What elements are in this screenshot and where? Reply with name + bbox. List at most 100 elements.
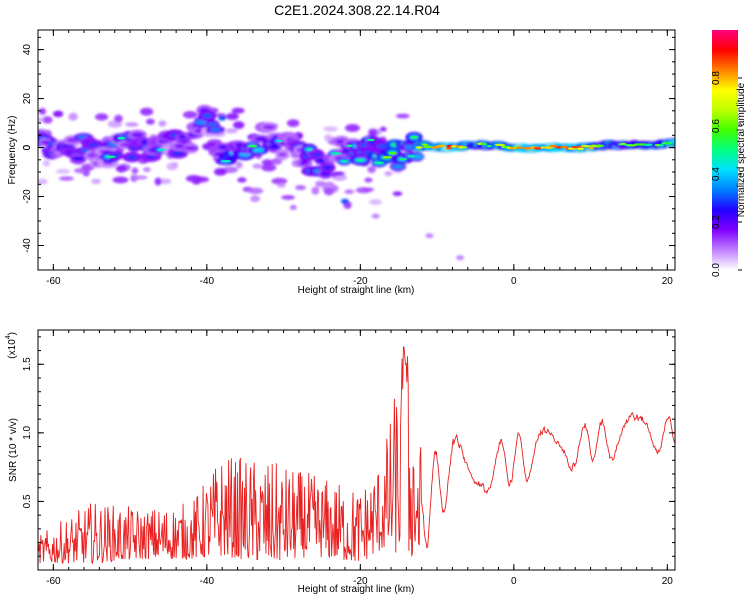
spectrogram-blob-peak xyxy=(494,143,506,147)
spectrogram-x-tick-label: 0 xyxy=(511,276,517,287)
spectrogram-blob-peak xyxy=(521,147,532,150)
spectrogram-speck xyxy=(392,191,403,197)
spectrogram-blob-peak xyxy=(248,144,258,148)
spectrogram-blob-peak xyxy=(388,151,397,155)
spectrogram-x-label: Height of straight line (km) xyxy=(298,285,415,296)
spectrogram-blob-peak xyxy=(367,138,375,142)
spectrogram-speck xyxy=(225,128,239,134)
spectrogram-speck xyxy=(233,121,245,130)
colorbar-tick-label: 0.2 xyxy=(711,215,722,229)
spectrogram-speck xyxy=(91,178,102,185)
spectrogram-outlier xyxy=(218,115,227,121)
snr-x-label: Height of straight line (km) xyxy=(298,584,415,595)
spectrogram-speck xyxy=(250,195,261,203)
spectrogram-speck xyxy=(281,195,296,200)
spectrogram-speck xyxy=(38,108,47,115)
spectrogram-blob-peak xyxy=(416,146,423,149)
spectrogram-blob-mid xyxy=(195,120,209,125)
spectrogram-speck xyxy=(112,176,129,184)
spectrogram-outlier xyxy=(456,255,465,261)
colorbar-tick-label: 0.8 xyxy=(711,71,722,85)
spectrogram-blob-peak xyxy=(157,148,166,152)
spectrogram-blob-mid xyxy=(184,146,198,151)
spectrogram-speck xyxy=(193,176,210,183)
spectrogram-blob-peak xyxy=(382,156,392,159)
spectrogram-speck xyxy=(364,177,373,183)
spectrogram-blob-peak xyxy=(422,145,433,149)
spectrogram-blob-peak xyxy=(421,143,428,146)
spectrogram-y-tick-label: 20 xyxy=(22,93,33,105)
snr-x-tick-label: -20 xyxy=(353,576,368,587)
spectrogram-speck xyxy=(95,113,109,121)
spectrogram-blob-peak xyxy=(533,147,542,150)
spectrogram-speck xyxy=(145,118,155,125)
spectrogram-blob-layer xyxy=(38,104,675,261)
spectrogram-outlier xyxy=(340,198,349,204)
spectrogram-y-tick-label: -20 xyxy=(22,189,33,204)
spectrogram-blob-mid xyxy=(171,151,184,156)
spectrogram-speck xyxy=(38,178,48,185)
spectrogram-x-tick-label: 20 xyxy=(662,276,674,287)
spectrogram-x-tick-label: -40 xyxy=(200,276,215,287)
spectrogram-frame xyxy=(37,29,676,271)
spectrogram-blob-peak xyxy=(356,159,365,162)
spectrogram-speck xyxy=(315,180,323,188)
snr-x-ticks: -60 -40 -20 0 20 xyxy=(37,330,674,587)
snr-line xyxy=(38,346,675,564)
spectrogram-speck xyxy=(171,162,179,167)
spectrogram-speck xyxy=(154,177,162,186)
spectrogram-speck xyxy=(271,158,283,165)
figure-title: C2E1.2024.308.22.14.R04 xyxy=(274,2,440,18)
spectrogram-y-tick-label: 0 xyxy=(22,144,33,150)
spectrogram-blob-peak xyxy=(588,146,594,150)
snr-y-tick-label: 0.5 xyxy=(22,494,33,508)
spectrogram-blob-mid xyxy=(323,165,334,170)
svg-text:(x104): (x104) xyxy=(5,332,18,359)
spectrogram-speck xyxy=(143,167,151,172)
spectrogram-x-tick-label: -20 xyxy=(353,276,368,287)
spectrogram-blob-peak xyxy=(580,144,592,148)
colorbar-ticks: 0.0 0.2 0.4 0.6 0.8 xyxy=(711,71,742,277)
spectrogram-speck xyxy=(182,110,198,119)
snr-x-tick-label: 20 xyxy=(662,576,674,587)
snr-y-label: SNR (10 * v/v) xyxy=(8,418,19,482)
spectrogram-blob-peak xyxy=(594,144,605,147)
spectrogram-blob-mid xyxy=(299,160,309,166)
spectrogram-core-layer xyxy=(105,136,673,165)
spectrogram-speck xyxy=(237,177,247,183)
spectrogram-blob-peak xyxy=(117,137,126,140)
spectrogram-blob-peak xyxy=(446,146,452,150)
spectrogram-speck xyxy=(235,161,243,169)
spectrogram-speck xyxy=(42,159,51,167)
spectrogram-blob-mid xyxy=(262,124,276,130)
spectrogram-speck xyxy=(286,119,300,128)
spectrogram-y-tick-label: -40 xyxy=(22,238,33,253)
spectrogram-blobs xyxy=(38,104,675,261)
spectrogram-speck xyxy=(225,112,239,121)
snr-frame xyxy=(37,329,676,571)
snr-y-ticks: 0.5 1.0 1.5 xyxy=(22,336,675,557)
snr-series xyxy=(38,346,675,564)
spectrogram-speck xyxy=(231,107,245,114)
spectrogram-speck xyxy=(261,163,277,172)
spectrogram-speck xyxy=(58,176,74,181)
spectrogram-blob-peak xyxy=(374,161,385,165)
colorbar-tick-label: 0.4 xyxy=(711,167,722,181)
spectrogram-blob-mid xyxy=(252,148,265,153)
spectrogram-speck xyxy=(261,159,274,166)
spectrogram-blob-mid xyxy=(255,136,267,142)
spectrogram-blob-peak xyxy=(658,144,664,147)
spectrogram-blob-peak xyxy=(330,152,342,155)
spectrogram-speck xyxy=(295,185,306,191)
spectrogram-speck xyxy=(131,167,139,174)
snr-x-tick-label: -40 xyxy=(200,576,215,587)
spectrogram-speck xyxy=(38,116,44,124)
spectrogram-y-tick-label: 40 xyxy=(22,44,33,56)
spectrogram-speck xyxy=(115,164,128,173)
spectrogram-speck xyxy=(345,123,360,132)
spectrogram-speck xyxy=(344,189,355,195)
snr-y-scale: (x104) xyxy=(5,332,18,359)
snr-y-tick-label: 1.5 xyxy=(22,357,33,371)
colorbar-gradient xyxy=(712,30,738,270)
